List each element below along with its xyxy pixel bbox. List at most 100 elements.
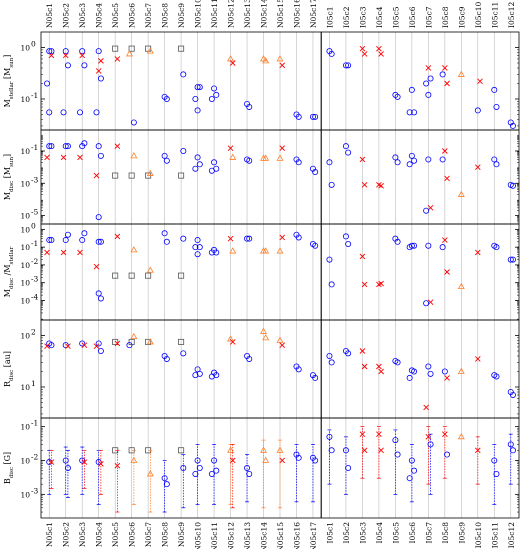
data-point-circle	[48, 237, 55, 244]
data-point-triangle	[262, 334, 270, 341]
data-point-circle	[95, 290, 102, 297]
data-point-circle	[246, 103, 253, 110]
data-point-square	[178, 338, 185, 345]
data-point-circle	[95, 340, 102, 347]
data-point-cross	[378, 368, 384, 375]
data-point-cross	[361, 447, 368, 454]
data-point-circle	[192, 244, 199, 251]
data-point-circle	[509, 182, 516, 189]
data-point-circle	[163, 238, 170, 245]
data-point-square	[145, 272, 152, 279]
data-point-triangle	[227, 446, 235, 453]
data-point-triangle	[146, 338, 154, 345]
data-point-triangle	[262, 57, 270, 64]
data-point-circle	[345, 350, 352, 357]
data-point-triangle	[276, 446, 284, 453]
y-tick-label: 10	[20, 279, 30, 288]
bottom-category-label: N05c10	[194, 522, 203, 549]
data-point-cross	[98, 460, 104, 467]
data-point-circle	[196, 464, 203, 471]
data-point-triangle	[262, 456, 270, 463]
y-tick-label: 10	[20, 423, 30, 432]
data-point-circle	[196, 84, 203, 91]
bottom-category-label: I05c10	[474, 522, 483, 548]
y-tick-exponent: -4	[31, 292, 39, 301]
data-point-circle	[213, 249, 220, 256]
data-point-circle	[81, 140, 88, 147]
data-point-triangle	[125, 50, 133, 57]
data-point-circle	[192, 372, 199, 379]
data-point-circle	[194, 154, 201, 161]
y-tick-exponent: -2	[31, 257, 39, 266]
data-point-circle	[180, 464, 187, 471]
data-point-cross	[44, 249, 50, 256]
y-tick-exponent: -1	[31, 143, 38, 152]
data-point-cross	[48, 459, 55, 465]
data-point-cross	[279, 234, 286, 241]
y-tick-label: 10	[20, 383, 30, 392]
y-axis-label-subscript: stellar	[9, 246, 15, 264]
data-point-circle	[411, 242, 418, 249]
data-point-cross	[114, 340, 121, 347]
data-point-circle	[163, 355, 170, 362]
data-point-circle	[342, 143, 349, 150]
data-point-cross	[425, 65, 432, 71]
data-point-circle	[194, 84, 201, 91]
y-axis-label: Mdisc [Msun]	[3, 154, 15, 200]
data-point-circle	[394, 238, 401, 245]
data-point-triangle	[457, 70, 465, 77]
data-point-triangle	[130, 246, 138, 253]
data-point-circle	[312, 113, 319, 120]
bottom-category-label: I05c5	[391, 522, 400, 544]
data-point-triangle	[146, 47, 154, 54]
data-point-triangle	[130, 456, 138, 463]
data-point-circle	[95, 143, 102, 150]
top-category-label: I05c3	[358, 6, 367, 28]
data-point-square	[178, 45, 185, 52]
data-point-circle	[246, 470, 253, 477]
top-category-label: I05c11	[490, 2, 499, 28]
bottom-category-label: I05c12	[507, 522, 516, 548]
bottom-category-label: I05c8	[441, 522, 450, 544]
y-tick-label: 10	[20, 243, 30, 252]
data-point-circle	[213, 372, 220, 379]
data-point-circle	[194, 457, 201, 464]
data-point-circle	[328, 359, 335, 366]
data-point-cross	[93, 172, 100, 179]
y-axis-label-part: [M	[3, 68, 12, 82]
data-point-circle	[425, 156, 432, 163]
data-point-cross	[44, 154, 50, 161]
data-point-circle	[411, 467, 418, 474]
data-point-cross	[477, 78, 483, 85]
data-point-circle	[163, 95, 170, 102]
data-point-cross	[60, 154, 67, 161]
data-point-circle	[64, 231, 71, 238]
top-category-label: N05c15	[276, 0, 285, 28]
data-point-cross	[361, 281, 368, 288]
data-point-cross	[442, 65, 448, 71]
data-point-circle	[439, 71, 446, 78]
data-point-cross	[227, 235, 234, 242]
data-point-circle	[312, 168, 319, 175]
data-point-circle	[62, 457, 69, 464]
y-tick-exponent: 0	[31, 221, 36, 230]
data-point-circle	[196, 244, 203, 251]
data-point-circle	[491, 457, 498, 464]
top-category-label: N05c13	[243, 0, 252, 28]
data-point-circle	[79, 340, 86, 347]
bottom-category-label: N05c15	[276, 522, 285, 549]
bottom-category-label: N05c16	[292, 522, 301, 549]
data-point-circle	[180, 235, 187, 242]
data-point-triangle	[229, 247, 237, 254]
data-point-circle	[246, 157, 253, 164]
data-point-circle	[97, 348, 104, 355]
data-point-circle	[444, 451, 451, 458]
data-point-cross	[359, 45, 366, 52]
data-point-circle	[196, 370, 203, 377]
data-point-circle	[295, 234, 302, 241]
data-point-cross	[444, 269, 450, 275]
data-point-circle	[345, 62, 352, 69]
data-point-circle	[312, 457, 319, 464]
data-point-cross	[93, 263, 100, 270]
data-point-circle	[180, 147, 187, 154]
